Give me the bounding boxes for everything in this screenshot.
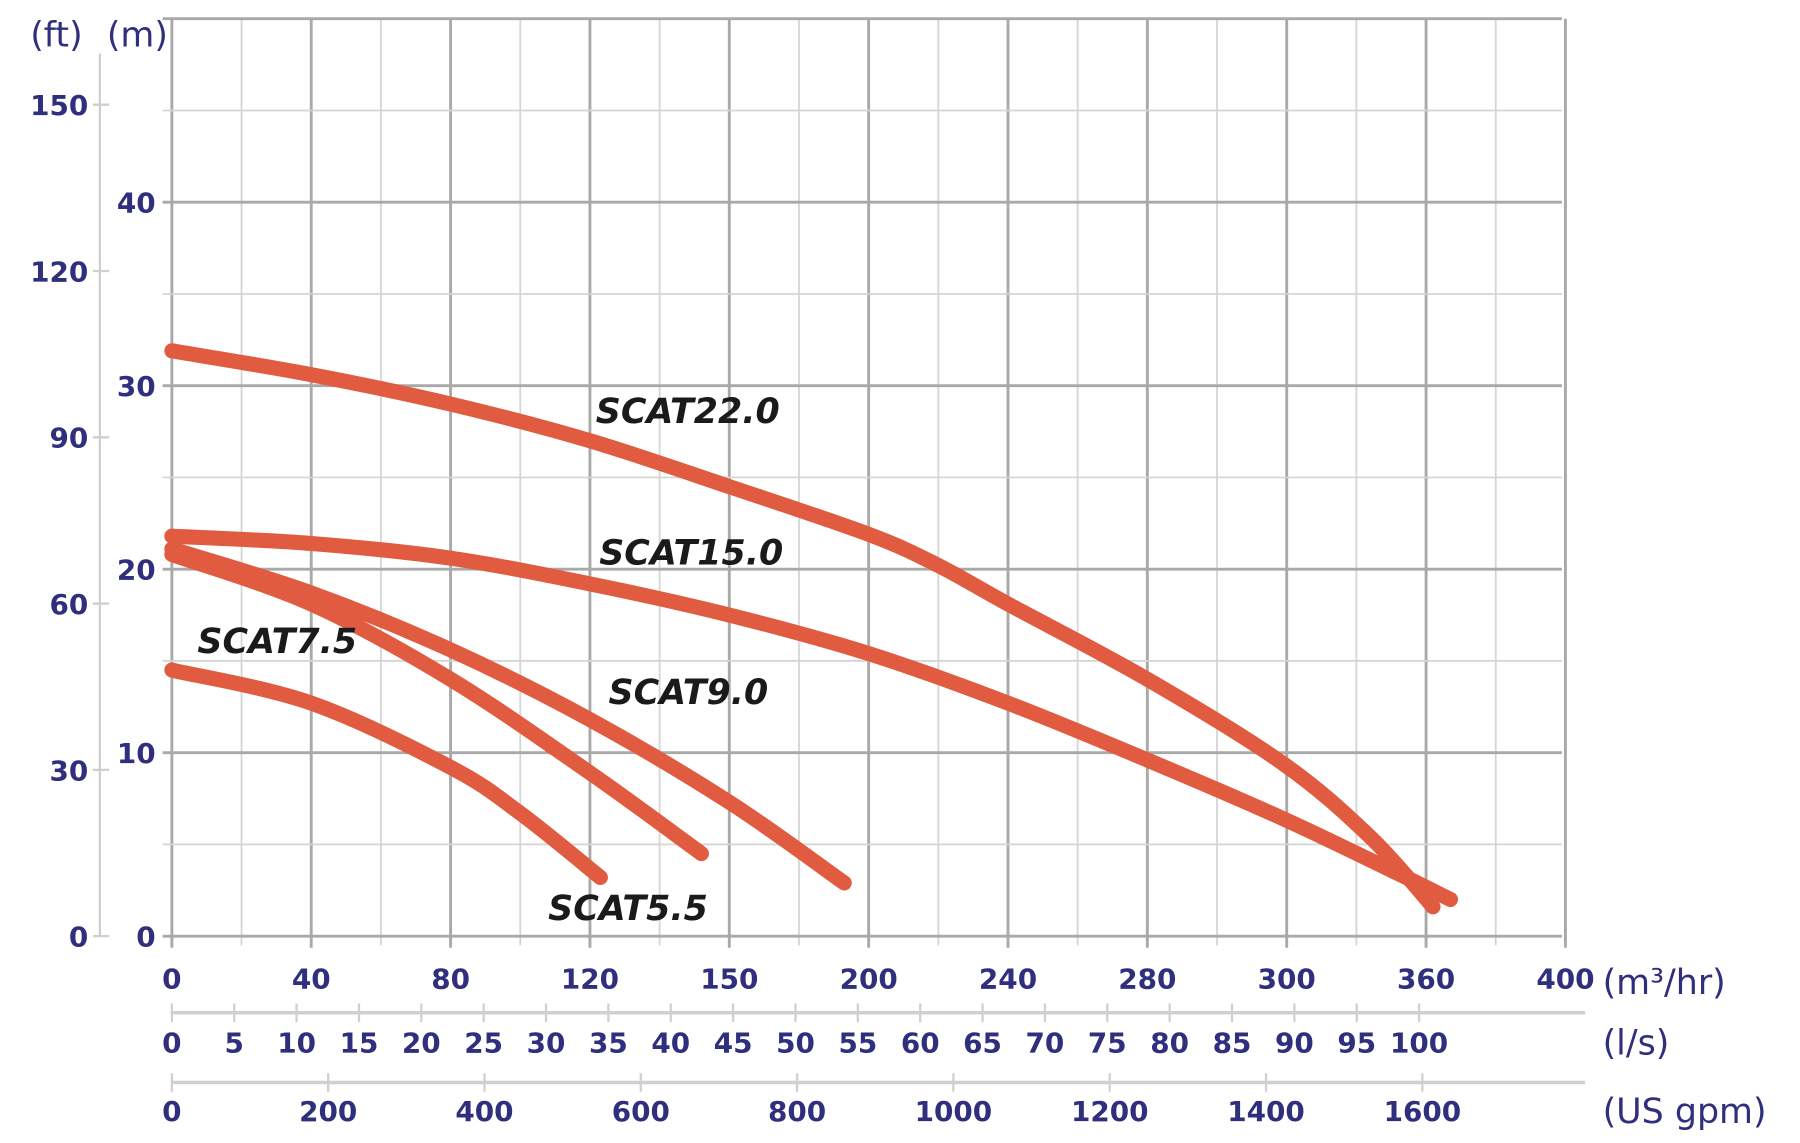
ft-tick-label: 30: [49, 754, 88, 787]
m-tick-label: 30: [117, 370, 156, 403]
m3hr-unit-label: (m³/hr): [1603, 963, 1726, 1003]
series-label: SCAT9.0: [609, 673, 769, 713]
ls-tick-label: 25: [464, 1026, 503, 1059]
m3hr-tick-label: 400: [1536, 962, 1594, 995]
gpm-tick-label: 200: [299, 1095, 357, 1128]
ft-tick-label: 150: [30, 89, 88, 122]
labels: SCAT22.0 SCAT15.0 SCAT9.0 SCAT7.5 SCAT5.5: [197, 392, 783, 929]
ls-tick-label: 20: [402, 1026, 441, 1059]
gpm-tick-label: 600: [612, 1095, 670, 1128]
ls-tick-label: 70: [1026, 1026, 1065, 1059]
ls-tick-label: 80: [1150, 1026, 1189, 1059]
ls-tick-label: 85: [1213, 1026, 1252, 1059]
m3hr-tick-label: 360: [1397, 962, 1455, 995]
ls-tick-label: 65: [963, 1026, 1002, 1059]
ls-tick-label: 5: [225, 1026, 244, 1059]
ls-tick-label: 60: [901, 1026, 940, 1059]
ls-tick-label: 15: [340, 1026, 379, 1059]
ls-unit-label: (l/s): [1603, 1024, 1670, 1064]
ft-unit-label: (ft): [30, 16, 82, 56]
ls-tick-label: 55: [838, 1026, 877, 1059]
series-label: SCAT22.0: [596, 392, 780, 432]
ls-tick-label: 90: [1275, 1026, 1314, 1059]
m3hr-tick-label: 240: [979, 962, 1037, 995]
ls-tick-label: 10: [277, 1026, 316, 1059]
m3hr-tick-label: 80: [431, 962, 470, 995]
ls-tick-label: 45: [714, 1026, 753, 1059]
m3hr-tick-label: 280: [1118, 962, 1176, 995]
gpm-tick-label: 1400: [1227, 1095, 1305, 1128]
m3hr-tick-label: 0: [162, 962, 181, 995]
gpm-tick-label: 0: [162, 1095, 181, 1128]
ls-tick-label: 50: [776, 1026, 815, 1059]
m-unit-label: (m): [107, 16, 168, 56]
m3hr-tick-label: 120: [561, 962, 619, 995]
ft-tick-label: 120: [30, 255, 88, 288]
m3hr-tick-label: 300: [1258, 962, 1316, 995]
gpm-tick-label: 1200: [1071, 1095, 1149, 1128]
series-label: SCAT15.0: [599, 534, 783, 574]
curves: [164, 343, 1458, 915]
ls-tick-label: 35: [589, 1026, 628, 1059]
gpm-tick-label: 1600: [1384, 1095, 1462, 1128]
ls-tick-label: 95: [1337, 1026, 1376, 1059]
m-tick-label: 0: [136, 921, 155, 954]
grid: [162, 17, 1567, 948]
ls-tick-label: 75: [1088, 1026, 1127, 1059]
gpm-tick-label: 400: [455, 1095, 513, 1128]
m3hr-tick-label: 150: [700, 962, 758, 995]
m-tick-label: 20: [117, 554, 156, 587]
ls-tick-label: 100: [1390, 1026, 1448, 1059]
ft-tick-label: 60: [49, 588, 88, 621]
curve-scat15-0: [164, 528, 1458, 907]
ls-tick-label: 0: [162, 1026, 181, 1059]
curve-scat5-5: [164, 662, 608, 885]
m-tick-label: 40: [117, 187, 156, 220]
m-tick-label: 10: [117, 737, 156, 770]
gpm-tick-label: 1000: [915, 1095, 993, 1128]
m3hr-tick-label: 40: [292, 962, 331, 995]
series-label: SCAT5.5: [548, 889, 708, 929]
m3hr-tick-label: 200: [840, 962, 898, 995]
ls-tick-label: 30: [527, 1026, 566, 1059]
curve-scat9-0: [164, 541, 852, 891]
ls-tick-label: 40: [651, 1026, 690, 1059]
series-label: SCAT7.5: [197, 622, 357, 662]
gpm-unit-label: (US gpm): [1603, 1092, 1767, 1132]
ft-tick-label: 90: [49, 422, 88, 455]
curve-scat22-0: [164, 343, 1441, 915]
ft-tick-label: 0: [69, 921, 88, 954]
curve-scat7-5: [164, 546, 709, 862]
gpm-tick-label: 800: [768, 1095, 826, 1128]
